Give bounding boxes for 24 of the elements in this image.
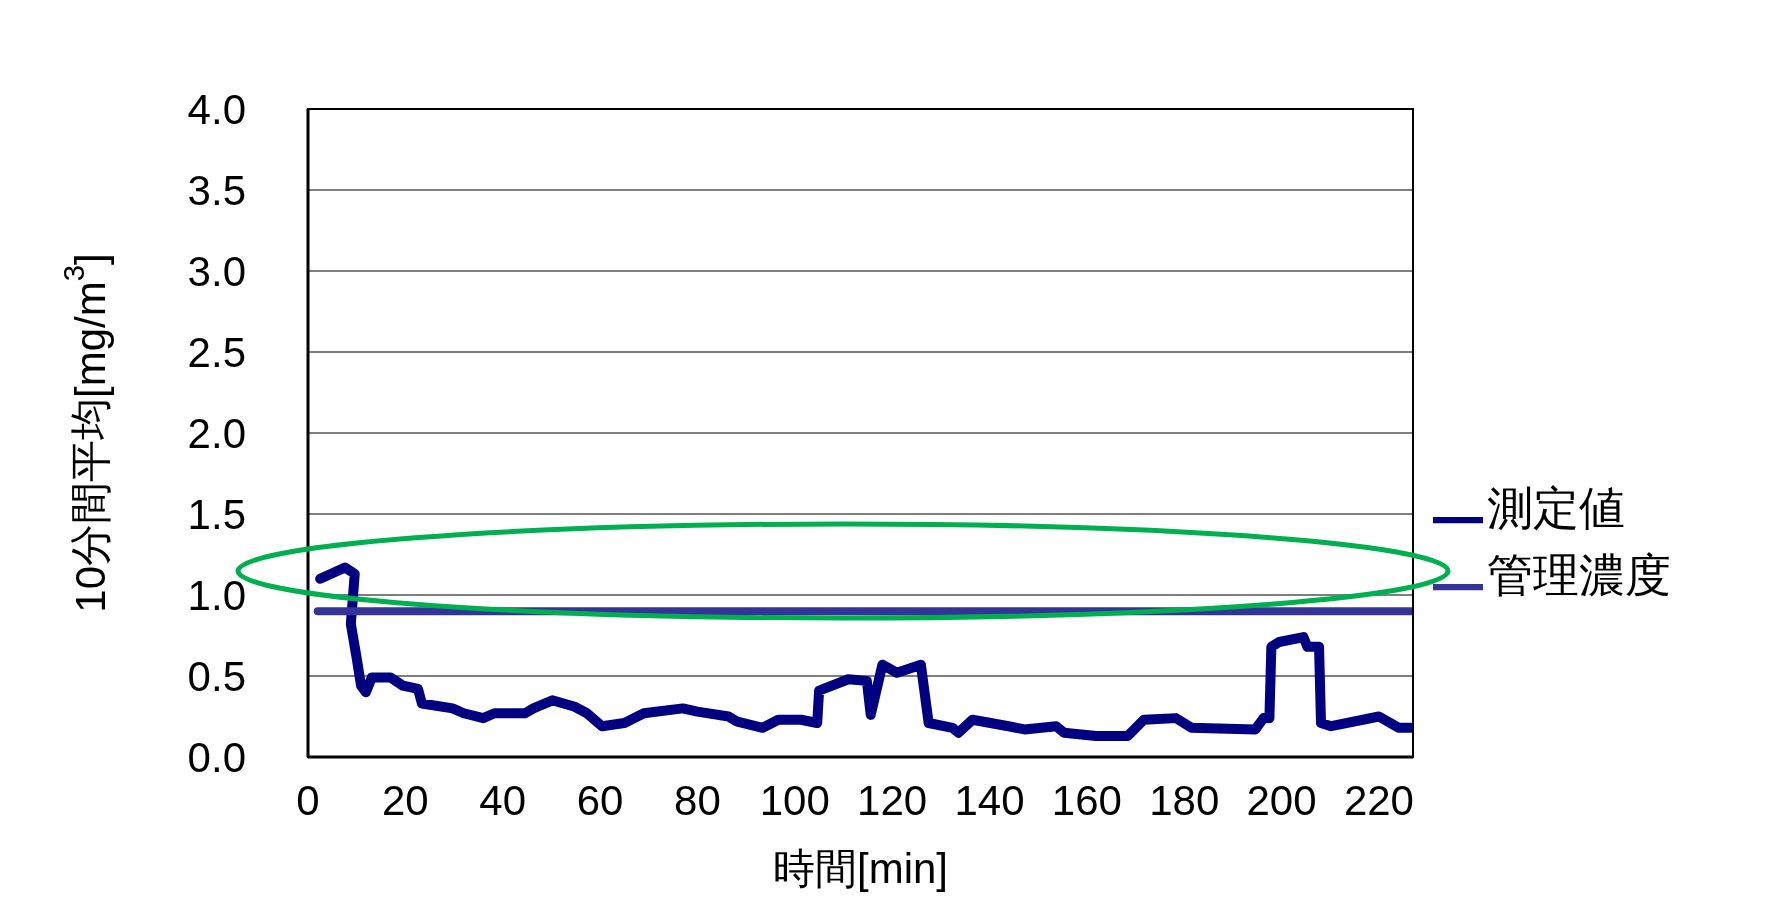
x-tick-label: 80	[674, 776, 721, 824]
y-tick-label: 1.5	[187, 490, 246, 538]
x-tick-label: 220	[1343, 776, 1414, 824]
y-tick-label: 1.0	[187, 571, 246, 619]
x-tick-label: 140	[954, 776, 1025, 824]
y-tick-label: 0.0	[187, 733, 246, 781]
y-tick-label: 2.0	[187, 409, 246, 457]
y-tick-label: 2.5	[187, 328, 246, 376]
x-axis-title: 時間[min]	[772, 845, 949, 892]
x-tick-label: 20	[382, 776, 429, 824]
y-tick-label: 0.5	[187, 652, 246, 700]
x-tick-label: 160	[1051, 776, 1122, 824]
x-tick-label: 180	[1149, 776, 1220, 824]
y-tick-label: 4.0	[187, 85, 246, 133]
x-tick-label: 0	[296, 776, 320, 824]
y-tick-label: 3.5	[187, 166, 246, 214]
legend-label: 管理濃度	[1487, 548, 1671, 601]
x-tick-label: 60	[576, 776, 624, 824]
x-tick-label: 200	[1246, 776, 1317, 824]
x-tick-label: 100	[759, 776, 830, 824]
legend-label: 測定値	[1487, 482, 1625, 534]
x-tick-label: 40	[479, 776, 527, 824]
x-tick-label: 120	[857, 776, 928, 824]
y-tick-label: 3.0	[187, 247, 246, 295]
